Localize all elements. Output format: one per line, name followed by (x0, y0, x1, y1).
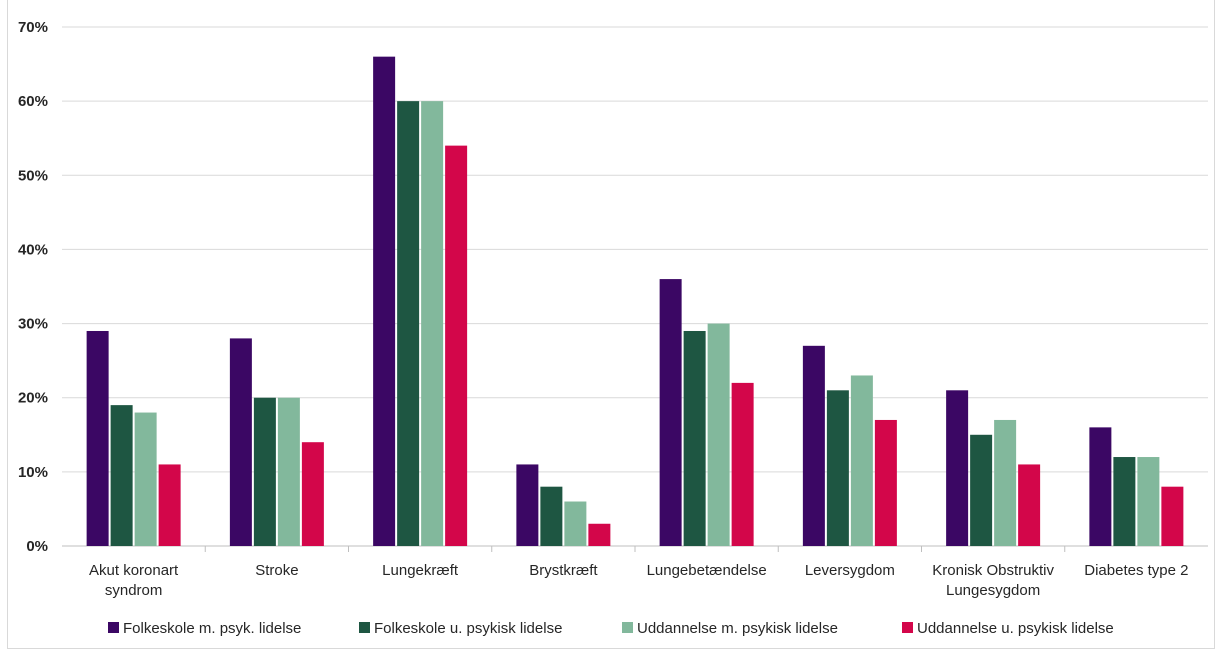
x-tick-label: Lungesygdom (946, 582, 1040, 599)
bar (564, 501, 587, 546)
bar (1018, 464, 1041, 546)
bar (731, 382, 754, 546)
x-tick-label: Lungekræft (382, 562, 459, 579)
legend-label: Folkeskole m. psyk. lidelse (123, 620, 301, 637)
x-tick-label: Kronisk Obstruktiv (932, 562, 1054, 579)
bar (802, 345, 825, 546)
bar (970, 434, 993, 546)
bar (110, 405, 133, 546)
x-tick-label: Leversygdom (805, 562, 895, 579)
y-tick-label: 50% (18, 167, 48, 184)
y-tick-label: 40% (18, 241, 48, 258)
bar (1161, 486, 1184, 546)
bar (86, 330, 109, 546)
bar (1137, 457, 1160, 546)
bar (946, 390, 969, 546)
y-tick-label: 60% (18, 93, 48, 110)
y-tick-label: 30% (18, 316, 48, 333)
bar (707, 323, 730, 546)
bar (373, 56, 396, 547)
bar (229, 338, 252, 546)
bar (421, 101, 444, 547)
bar (445, 145, 468, 546)
chart-frame (7, 0, 1215, 649)
bar (277, 397, 300, 546)
y-tick-label: 70% (18, 19, 48, 36)
x-tick-label: Akut koronart (89, 562, 179, 579)
x-tick-label: Brystkræft (529, 562, 598, 579)
legend-swatch (359, 622, 370, 633)
bar (683, 330, 706, 546)
x-tick-label: Lungebetændelse (647, 562, 767, 579)
bar (1113, 457, 1136, 546)
x-tick-label: Stroke (255, 562, 298, 579)
bar (397, 101, 420, 547)
bar (516, 464, 539, 546)
legend-label: Uddannelse u. psykisk lidelse (917, 620, 1114, 637)
y-tick-label: 0% (26, 538, 48, 555)
bar (874, 419, 897, 546)
bar (134, 412, 157, 546)
legend-label: Folkeskole u. psykisk lidelse (374, 620, 562, 637)
y-tick-label: 10% (18, 464, 48, 481)
bar (540, 486, 563, 546)
legend-label: Uddannelse m. psykisk lidelse (637, 620, 838, 637)
bar (826, 390, 849, 546)
bar (253, 397, 276, 546)
x-tick-label: Diabetes type 2 (1084, 562, 1188, 579)
bar (588, 523, 611, 546)
x-tick-label: syndrom (105, 582, 163, 599)
bar (994, 419, 1017, 546)
legend-swatch (622, 622, 633, 633)
bar (1089, 427, 1112, 546)
bar (301, 442, 324, 546)
bar (158, 464, 181, 546)
bar (659, 279, 682, 546)
y-tick-label: 20% (18, 390, 48, 407)
legend-swatch (902, 622, 913, 633)
legend-swatch (108, 622, 119, 633)
bar (850, 375, 873, 546)
